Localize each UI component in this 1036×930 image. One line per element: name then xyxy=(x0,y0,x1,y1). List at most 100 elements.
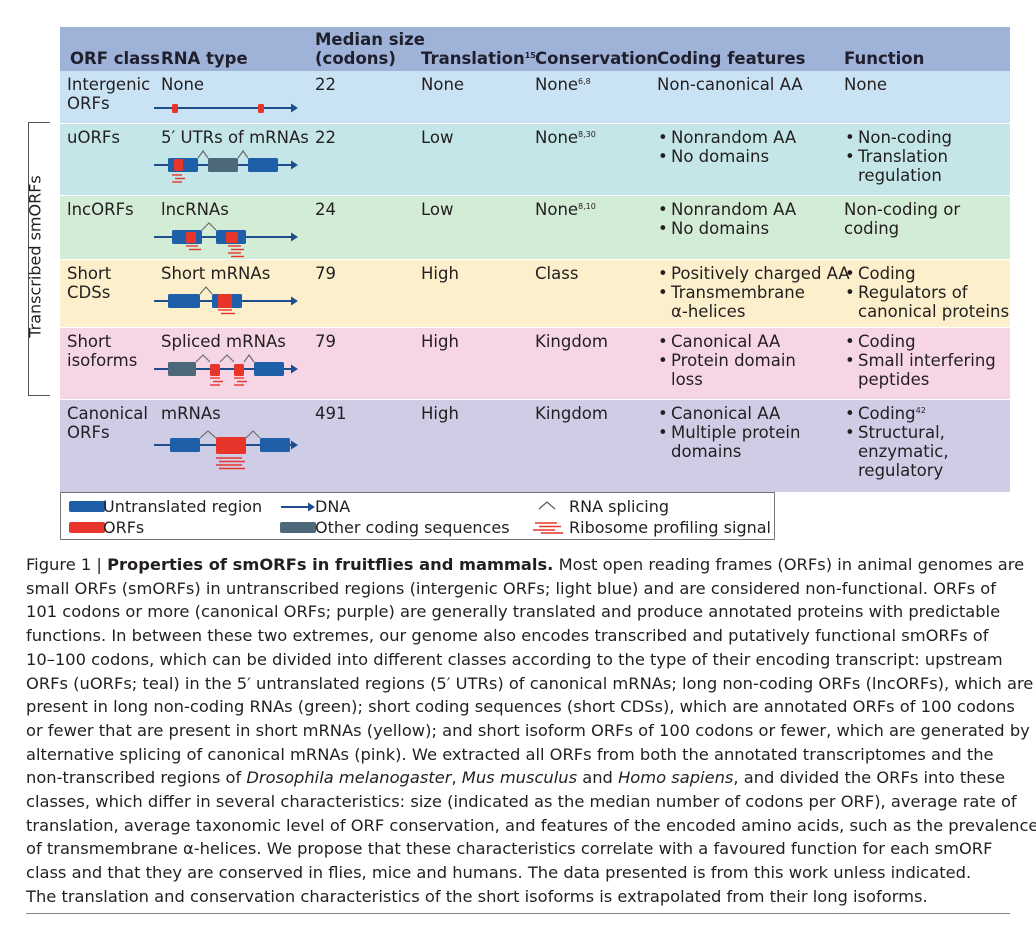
coding-features-text: Protein domain xyxy=(671,351,796,370)
ribosome-profiling-icon xyxy=(533,522,563,534)
coding-features-text: loss xyxy=(671,370,703,389)
header-rna-type: RNA type xyxy=(161,49,248,68)
coding-features-line: Non-canonical AA xyxy=(657,75,803,94)
canonical-transcript-diagram xyxy=(154,430,298,470)
coding-features-cell: • Canonical AA • Multiple protein domains xyxy=(657,404,800,461)
header-orf-class: ORF class xyxy=(70,49,160,68)
function-text: Small interfering xyxy=(858,351,996,370)
conservation-level: None xyxy=(535,75,579,94)
dna-arrow-icon xyxy=(281,502,315,512)
caption-line: present in long non-coding RNAs (green);… xyxy=(26,697,1015,717)
conservation-level: None xyxy=(535,128,579,147)
conservation-ref: 6,8 xyxy=(578,77,591,86)
bullet-icon: • xyxy=(845,404,855,423)
transcribed-bracket xyxy=(28,122,50,396)
function-text: canonical proteins xyxy=(858,302,1010,321)
coding-features-cell: • Nonrandom AA • No domains xyxy=(657,128,796,166)
conservation-cell: Kingdom xyxy=(535,332,608,351)
caption-line: The translation and conservation charact… xyxy=(26,886,928,906)
function-text: regulatory xyxy=(858,461,944,480)
conservation-cell: None8,10 xyxy=(535,200,596,219)
function-line: • Coding xyxy=(844,264,1009,283)
orf-class-line: ORFs xyxy=(67,94,110,113)
figure-caption: Figure 1 | Properties of smORFs in fruit… xyxy=(26,553,1036,909)
coding-features-text: Non-canonical AA xyxy=(657,75,803,94)
median-size: 22 xyxy=(315,75,336,94)
legend-other-coding-label: Other coding sequences xyxy=(315,518,510,537)
orf-class-line: Canonical xyxy=(67,404,148,423)
orf-class-line: Intergenic xyxy=(67,75,151,94)
coding-features-line: • Protein domain xyxy=(657,351,796,370)
function-cell: Non-coding or coding xyxy=(844,200,960,238)
translation-cell: High xyxy=(421,264,459,283)
median-size: 79 xyxy=(315,264,336,283)
coding-features-text: α-helices xyxy=(671,302,746,321)
table-row-short_cds: Short CDSs Short mRNAs 79 High Class • Positive… xyxy=(60,259,1010,328)
function-line: enzymatic, xyxy=(844,442,949,461)
function-line: • Regulators of xyxy=(844,283,1009,302)
function-text: Non-coding xyxy=(858,128,953,147)
conservation-cell: None8,30 xyxy=(535,128,596,147)
function-text: Structural, xyxy=(858,423,945,442)
bullet-icon: • xyxy=(658,332,668,351)
function-text: Non-coding or xyxy=(844,200,961,219)
function-text: Translation xyxy=(858,147,948,166)
short_cds-transcript-diagram xyxy=(154,286,298,315)
legend-orfs-label: ORFs xyxy=(103,518,145,537)
orf-class-line: isoforms xyxy=(67,351,138,370)
header-translation-ref: 15 xyxy=(524,51,536,60)
splicing-icon xyxy=(538,501,556,510)
coding-features-cell: Non-canonical AA xyxy=(657,75,803,94)
caption-line: ORFs (uORFs; teal) in the 5′ untranslate… xyxy=(26,673,1034,693)
header-median-line1: Median size xyxy=(315,30,425,49)
coding-features-line: • Multiple protein xyxy=(657,423,800,442)
function-line: coding xyxy=(844,219,960,238)
translation-level: High xyxy=(421,264,459,283)
caption-line: of transmembrane α-helices. We propose t… xyxy=(26,839,993,859)
coding-features-line: loss xyxy=(657,370,796,389)
caption-line: functions. In between these two extremes… xyxy=(26,626,989,646)
coding-features-cell: • Canonical AA • Protein domain loss xyxy=(657,332,796,389)
bullet-icon: • xyxy=(845,332,855,351)
bullet-icon: • xyxy=(658,128,668,147)
conservation-level: Kingdom xyxy=(535,404,608,423)
function-text: Coding xyxy=(858,404,916,423)
conservation-ref: 8,30 xyxy=(578,130,596,139)
transcribed-smorfs-label: Transcribed smORFs xyxy=(25,175,45,338)
function-line: • Translation xyxy=(844,147,952,166)
legend-ribosome-label: Ribosome profiling signal xyxy=(569,518,771,537)
rna-type-cell: None xyxy=(161,75,204,94)
function-text: regulation xyxy=(858,166,942,185)
caption-line: class and that they are conserved in fli… xyxy=(26,863,972,883)
legend-untranslated-label: Untranslated region xyxy=(103,497,263,516)
bullet-icon: • xyxy=(845,351,855,370)
species-homo: Homo sapiens xyxy=(618,768,734,788)
orf-class-cell: Canonical ORFs xyxy=(67,404,148,442)
caption-title: Properties of smORFs in fruitflies and m… xyxy=(107,555,554,574)
coding-features-text: Transmembrane xyxy=(671,283,805,302)
coding-features-line: • Canonical AA xyxy=(657,332,796,351)
median-size-cell: 22 xyxy=(315,128,336,147)
bullet-icon: • xyxy=(658,200,668,219)
function-line: regulation xyxy=(844,166,952,185)
function-cell: • Coding • Small interfering peptides xyxy=(844,332,996,389)
function-cell: • Non-coding • Translation regulation xyxy=(844,128,952,185)
bullet-icon: • xyxy=(845,147,855,166)
caption-line-0: Most open reading frames (ORFs) in anima… xyxy=(558,555,1025,574)
rna-type: mRNAs xyxy=(161,404,221,423)
species-sep2: and xyxy=(577,768,619,788)
conservation-cell: Class xyxy=(535,264,578,283)
function-text: Coding xyxy=(858,264,916,283)
translation-cell: High xyxy=(421,404,459,423)
caption-line: small ORFs (smORFs) in untranscribed reg… xyxy=(26,578,996,598)
table-row-canonical: Canonical ORFs mRNAs 491 High Kingdom • Canonic… xyxy=(60,399,1010,492)
legend-splicing-label: RNA splicing xyxy=(569,497,670,516)
rna-type: Spliced mRNAs xyxy=(161,332,286,351)
median-size-cell: 491 xyxy=(315,404,347,423)
header-coding-features: Coding features xyxy=(657,49,806,68)
coding-features-text: No domains xyxy=(671,219,770,238)
untranslated-swatch xyxy=(69,501,105,512)
coding-features-text: No domains xyxy=(671,147,770,166)
coding-features-line: • Nonrandom AA xyxy=(657,128,796,147)
table-row-lncorfs: lncORFs lncRNAs 24 Low None8,10 • Nonrandom AA… xyxy=(60,195,1010,260)
